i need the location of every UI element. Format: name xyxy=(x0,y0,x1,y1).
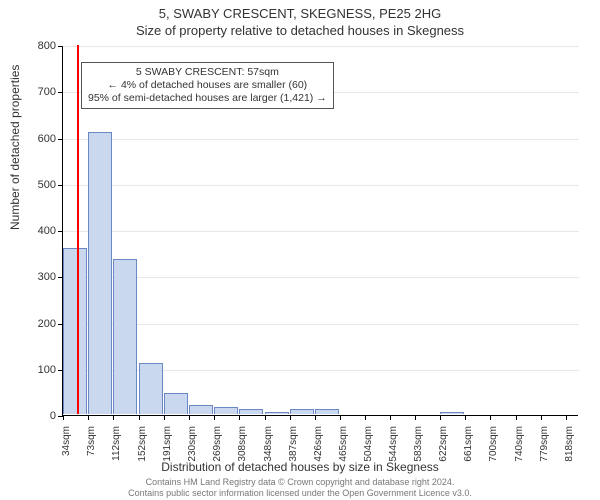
x-tick-label: 465sqm xyxy=(338,426,349,466)
x-tick-label: 583sqm xyxy=(413,426,424,466)
histogram-bar xyxy=(265,412,289,414)
footer: Contains HM Land Registry data © Crown c… xyxy=(0,477,600,498)
x-tick-label: 504sqm xyxy=(363,426,374,466)
histogram-bar xyxy=(63,248,87,414)
x-tick-mark xyxy=(214,415,215,420)
chart-container: 5, SWABY CRESCENT, SKEGNESS, PE25 2HG Si… xyxy=(0,0,600,500)
grid-line xyxy=(63,46,579,47)
grid-line xyxy=(63,185,579,186)
annotation-box: 5 SWABY CRESCENT: 57sqm ← 4% of detached… xyxy=(81,62,334,109)
y-tick-label: 400 xyxy=(0,225,56,237)
x-tick-mark xyxy=(164,415,165,420)
x-tick-label: 230sqm xyxy=(187,426,198,466)
x-tick-label: 661sqm xyxy=(463,426,474,466)
x-tick-label: 73sqm xyxy=(86,426,97,466)
x-tick-mark xyxy=(516,415,517,420)
x-tick-mark xyxy=(139,415,140,420)
histogram-bar xyxy=(214,407,238,414)
x-tick-mark xyxy=(440,415,441,420)
grid-line xyxy=(63,231,579,232)
marker-line xyxy=(77,45,79,414)
x-tick-label: 818sqm xyxy=(564,426,575,466)
y-tick-label: 500 xyxy=(0,179,56,191)
grid-line xyxy=(63,139,579,140)
y-tick-mark xyxy=(58,46,63,47)
chart-title-line1: 5, SWABY CRESCENT, SKEGNESS, PE25 2HG xyxy=(0,0,600,23)
x-tick-mark xyxy=(390,415,391,420)
annotation-line1: 5 SWABY CRESCENT: 57sqm xyxy=(88,66,327,79)
x-tick-label: 779sqm xyxy=(539,426,550,466)
x-tick-label: 34sqm xyxy=(61,426,72,466)
x-tick-mark xyxy=(290,415,291,420)
y-tick-mark xyxy=(58,92,63,93)
histogram-bar xyxy=(239,409,263,414)
annotation-line3: 95% of semi-detached houses are larger (… xyxy=(88,92,327,105)
grid-line xyxy=(63,324,579,325)
grid-line xyxy=(63,277,579,278)
plot-area: 5 SWABY CRESCENT: 57sqm ← 4% of detached… xyxy=(62,46,578,416)
y-tick-label: 700 xyxy=(0,86,56,98)
histogram-bar xyxy=(440,412,464,414)
x-tick-mark xyxy=(541,415,542,420)
x-tick-label: 269sqm xyxy=(212,426,223,466)
x-tick-mark xyxy=(88,415,89,420)
x-tick-mark xyxy=(340,415,341,420)
y-tick-label: 200 xyxy=(0,318,56,330)
x-tick-mark xyxy=(415,415,416,420)
x-tick-label: 700sqm xyxy=(488,426,499,466)
x-tick-label: 387sqm xyxy=(288,426,299,466)
x-tick-mark xyxy=(239,415,240,420)
x-tick-label: 112sqm xyxy=(111,426,122,466)
histogram-bar xyxy=(189,405,213,414)
x-tick-mark xyxy=(315,415,316,420)
x-tick-mark xyxy=(490,415,491,420)
histogram-bar xyxy=(290,409,314,414)
x-tick-label: 308sqm xyxy=(237,426,248,466)
histogram-bar xyxy=(315,409,339,414)
plot-wrapper: 5 SWABY CRESCENT: 57sqm ← 4% of detached… xyxy=(62,46,578,416)
y-tick-mark xyxy=(58,139,63,140)
x-tick-label: 426sqm xyxy=(313,426,324,466)
y-tick-label: 300 xyxy=(0,271,56,283)
y-tick-label: 0 xyxy=(0,410,56,422)
x-tick-label: 740sqm xyxy=(514,426,525,466)
x-tick-label: 544sqm xyxy=(388,426,399,466)
x-tick-mark xyxy=(566,415,567,420)
x-tick-mark xyxy=(189,415,190,420)
x-tick-mark xyxy=(365,415,366,420)
histogram-bar xyxy=(113,259,137,414)
x-tick-label: 348sqm xyxy=(263,426,274,466)
x-tick-mark xyxy=(113,415,114,420)
x-tick-label: 152sqm xyxy=(137,426,148,466)
footer-line1: Contains HM Land Registry data © Crown c… xyxy=(0,477,600,487)
y-tick-mark xyxy=(58,231,63,232)
annotation-line2: ← 4% of detached houses are smaller (60) xyxy=(88,79,327,92)
histogram-bar xyxy=(88,132,112,414)
x-tick-label: 191sqm xyxy=(162,426,173,466)
y-tick-label: 600 xyxy=(0,133,56,145)
x-tick-mark xyxy=(265,415,266,420)
histogram-bar xyxy=(139,363,163,414)
y-tick-label: 800 xyxy=(0,40,56,52)
histogram-bar xyxy=(164,393,188,414)
footer-line2: Contains public sector information licen… xyxy=(0,488,600,498)
x-tick-mark xyxy=(465,415,466,420)
y-tick-label: 100 xyxy=(0,364,56,376)
x-tick-mark xyxy=(63,415,64,420)
y-tick-mark xyxy=(58,185,63,186)
chart-title-line2: Size of property relative to detached ho… xyxy=(0,23,600,40)
x-tick-label: 622sqm xyxy=(438,426,449,466)
